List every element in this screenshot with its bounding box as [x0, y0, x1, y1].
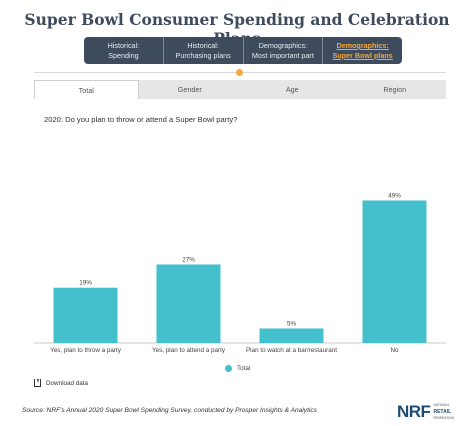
logo-mark: NRF — [397, 402, 431, 421]
data-label: 19% — [79, 280, 92, 287]
tab-gender[interactable]: Gender — [177, 85, 202, 94]
nav-label-line2: Most important part — [251, 50, 314, 60]
nav-label-line1: Historical: — [187, 41, 219, 50]
data-label: 5% — [287, 320, 297, 327]
logo-line1: NATIONAL — [433, 403, 450, 408]
x-tick-label: No — [390, 347, 399, 354]
legend-swatch — [225, 365, 232, 372]
download-icon — [34, 379, 41, 387]
chart-question: 2020: Do you plan to throw or attend a S… — [44, 115, 238, 124]
tab-region[interactable]: Region — [383, 85, 407, 94]
nav-label-line1: Historical: — [107, 41, 140, 50]
source-note: Source: NRF's Annual 2020 Super Bowl Spe… — [22, 407, 317, 414]
nav-label-line2: Super Bowl plans — [332, 50, 393, 60]
active-section-marker — [236, 69, 243, 76]
nav-label-line1: Demographics: — [258, 41, 308, 50]
nav-label-line2: Spending — [108, 50, 139, 60]
x-tick-label: Plan to watch at a bar/restaurant — [246, 347, 337, 354]
bar[interactable] — [53, 287, 118, 343]
logo-line3: FEDERATION — [433, 416, 454, 421]
nrf-logo: NRF NATIONAL RETAIL FEDERATION — [397, 402, 454, 422]
nav-label-line1: Demographics: — [336, 41, 389, 50]
x-tick-label: Yes, plan to attend a party — [152, 347, 226, 354]
logo-line2: RETAIL — [433, 408, 452, 415]
bar[interactable] — [156, 264, 221, 343]
download-data-button[interactable]: Download data — [34, 379, 88, 387]
nav-label-line2: Purchasing plans — [175, 50, 231, 60]
tab-total[interactable]: Total — [34, 80, 139, 99]
data-label: 49% — [388, 192, 401, 199]
filter-tabs: Total Gender Age Region — [34, 80, 446, 99]
nav-historical-spending[interactable]: Historical: Spending — [84, 37, 164, 64]
nav-demographics-super-bowl-plans[interactable]: Demographics: Super Bowl plans — [323, 37, 402, 64]
download-label: Download data — [46, 379, 89, 387]
logo-wordmark: NATIONAL RETAIL FEDERATION — [433, 402, 453, 422]
chart-legend[interactable]: Total — [225, 365, 250, 372]
bar[interactable] — [362, 200, 427, 343]
section-nav: Historical: Spending Historical: Purchas… — [84, 37, 402, 64]
bar[interactable] — [259, 328, 324, 343]
data-label: 27% — [182, 256, 195, 263]
tab-age[interactable]: Age — [285, 85, 299, 94]
legend-label: Total — [237, 365, 251, 372]
nav-historical-purchasing-plans[interactable]: Historical: Purchasing plans — [164, 37, 244, 64]
x-tick-label: Yes, plan to throw a party — [50, 347, 122, 354]
nav-demographics-most-important-part[interactable]: Demographics: Most important part — [244, 37, 324, 64]
